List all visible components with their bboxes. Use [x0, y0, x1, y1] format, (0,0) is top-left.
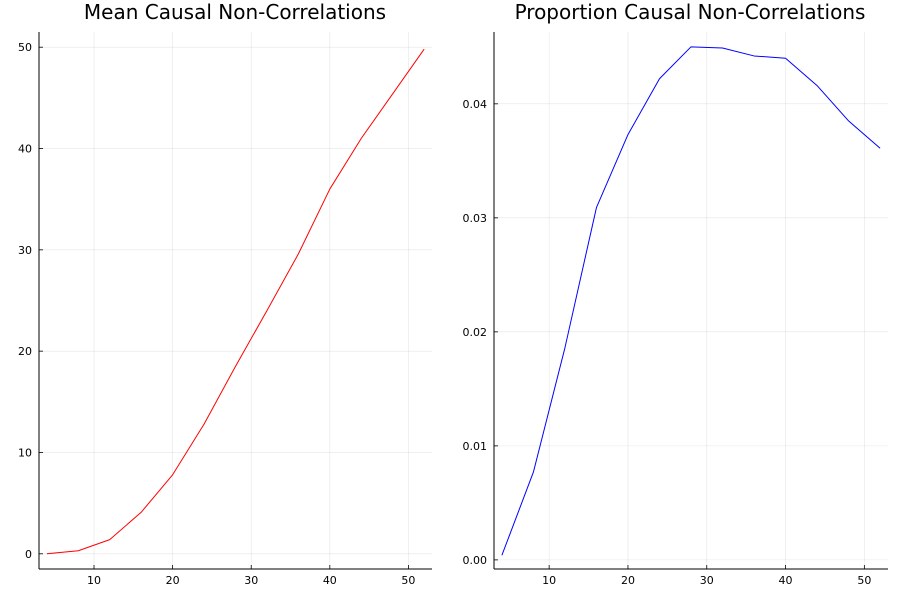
- right-plot-panel: Proportion Causal Non-Correlations 10 20 3…: [463, 0, 888, 587]
- left-y-tick-label: 10: [18, 446, 32, 459]
- right-y-tick-label: 0.03: [463, 212, 488, 225]
- right-y-tick-label: 0.00: [463, 554, 488, 567]
- right-x-tick-label: 30: [700, 574, 714, 587]
- right-x-tick-label: 50: [857, 574, 871, 587]
- left-x-tick-label: 50: [401, 574, 415, 587]
- right-y-tick-label: 0.04: [463, 98, 488, 111]
- left-y-tick-label: 0: [25, 548, 32, 561]
- left-x-tick-label: 40: [323, 574, 337, 587]
- right-x-tick-label: 40: [779, 574, 793, 587]
- left-plot-title: Mean Causal Non-Correlations: [84, 0, 386, 24]
- right-series-line: [501, 46, 881, 556]
- right-x-tick-label: 10: [542, 574, 556, 587]
- right-x-tick-label: 20: [621, 574, 635, 587]
- left-series-line: [46, 48, 425, 555]
- left-plot-panel: Mean Causal Non-Correlations 10 20 30 40 50 0…: [18, 0, 432, 587]
- left-y-tick-label: 30: [18, 244, 32, 257]
- right-plot-title: Proportion Causal Non-Correlations: [515, 0, 866, 24]
- left-x-tick-label: 10: [87, 574, 101, 587]
- right-y-tick-label: 0.01: [463, 440, 488, 453]
- left-y-tick-label: 20: [18, 345, 32, 358]
- left-x-tick-label: 30: [244, 574, 258, 587]
- left-x-tick-label: 20: [166, 574, 180, 587]
- left-y-tick-label: 40: [18, 143, 32, 156]
- right-y-tick-label: 0.02: [463, 326, 488, 339]
- left-y-tick-label: 50: [18, 41, 32, 54]
